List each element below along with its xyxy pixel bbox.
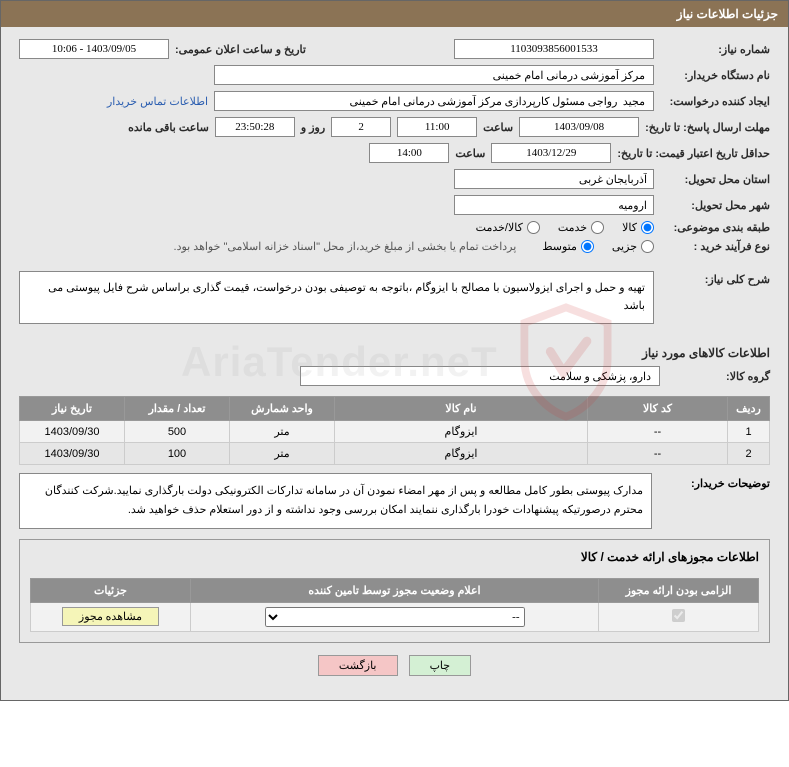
- buyer-org-label: نام دستگاه خریدار:: [660, 69, 770, 82]
- requester-input[interactable]: [214, 91, 654, 111]
- days-count-input[interactable]: [331, 117, 391, 137]
- validity-date-input[interactable]: [491, 143, 611, 163]
- province-label: استان محل تحویل:: [660, 173, 770, 186]
- col-unit: واحد شمارش: [230, 397, 335, 421]
- deadline-time-input[interactable]: [397, 117, 477, 137]
- need-info-section: شماره نیاز: تاریخ و ساعت اعلان عمومی: نا…: [19, 39, 770, 334]
- col-date: تاریخ نیاز: [20, 397, 125, 421]
- need-number-label: شماره نیاز:: [660, 43, 770, 56]
- countdown-input[interactable]: [215, 117, 295, 137]
- validity-time-input[interactable]: [369, 143, 449, 163]
- back-button[interactable]: بازگشت: [318, 655, 398, 676]
- finance-note: پرداخت تمام یا بخشی از مبلغ خرید،از محل …: [174, 240, 517, 253]
- radio-goods-input[interactable]: [641, 221, 654, 234]
- lic-col-details: جزئیات: [31, 578, 191, 602]
- city-label: شهر محل تحویل:: [660, 199, 770, 212]
- category-label: طبقه بندی موضوعی:: [660, 221, 770, 234]
- license-section: اطلاعات مجوزهای ارائه خدمت / کالا الزامی…: [19, 539, 770, 643]
- buyer-note-label: توضیحات خریدار:: [660, 473, 770, 490]
- main-container: جزئیات اطلاعات نیاز AriaTender.neT شماره…: [0, 0, 789, 701]
- table-cell: متر: [230, 421, 335, 443]
- table-cell: 1403/09/30: [20, 443, 125, 465]
- table-cell: ایزوگام: [335, 421, 588, 443]
- radio-small[interactable]: جزیی: [612, 240, 654, 253]
- action-bar: چاپ بازگشت: [19, 643, 770, 688]
- radio-both-input[interactable]: [527, 221, 540, 234]
- license-row: -- مشاهده مجوز: [31, 602, 759, 631]
- announce-label: تاریخ و ساعت اعلان عمومی:: [175, 43, 306, 56]
- status-select[interactable]: --: [265, 607, 525, 627]
- license-table: الزامی بودن ارائه مجوز اعلام وضعیت مجوز …: [30, 578, 759, 632]
- radio-medium[interactable]: متوسط: [542, 240, 594, 253]
- desc-label: شرح کلی نیاز:: [660, 267, 770, 286]
- deadline-date-input[interactable]: [519, 117, 639, 137]
- view-license-button[interactable]: مشاهده مجوز: [62, 607, 159, 626]
- print-button[interactable]: چاپ: [409, 655, 472, 676]
- days-text: روز و: [301, 121, 325, 134]
- province-input[interactable]: [454, 169, 654, 189]
- radio-medium-input[interactable]: [581, 240, 594, 253]
- page-title: جزئیات اطلاعات نیاز: [677, 7, 778, 21]
- buyer-note-text: مدارک پیوستی بطور کامل مطالعه و پس از مه…: [19, 473, 652, 528]
- announce-date-input[interactable]: [19, 39, 169, 59]
- license-section-title: اطلاعات مجوزهای ارائه خدمت / کالا: [30, 550, 759, 564]
- buyer-contact-link[interactable]: اطلاعات تماس خریدار: [107, 95, 208, 108]
- process-radio-group: جزیی متوسط: [542, 240, 654, 253]
- radio-service[interactable]: خدمت: [558, 221, 604, 234]
- table-cell: 100: [125, 443, 230, 465]
- goods-group-input[interactable]: [300, 366, 660, 386]
- requester-label: ایجاد کننده درخواست:: [660, 95, 770, 108]
- deadline-send-label: مهلت ارسال پاسخ: تا تاریخ:: [645, 121, 770, 134]
- table-cell: 2: [728, 443, 770, 465]
- remain-text: ساعت باقی مانده: [128, 121, 209, 134]
- col-qty: تعداد / مقدار: [125, 397, 230, 421]
- radio-both[interactable]: کالا/خدمت: [476, 221, 540, 234]
- goods-group-label: گروه کالا:: [660, 370, 770, 383]
- process-label: نوع فرآیند خرید :: [660, 240, 770, 253]
- table-row: 2--ایزوگاممتر1001403/09/30: [20, 443, 770, 465]
- radio-service-input[interactable]: [591, 221, 604, 234]
- goods-section-title: اطلاعات کالاهای مورد نیاز: [19, 346, 770, 360]
- need-number-input[interactable]: [454, 39, 654, 59]
- table-cell: 1: [728, 421, 770, 443]
- lic-col-status: اعلام وضعیت مجوز توسط تامین کننده: [191, 578, 599, 602]
- desc-text: تهیه و حمل و اجرای ایزولاسیون با مصالح ب…: [19, 271, 654, 324]
- time-label-1: ساعت: [483, 121, 513, 134]
- lic-col-mandatory: الزامی بودن ارائه مجوز: [599, 578, 759, 602]
- radio-goods[interactable]: کالا: [622, 221, 654, 234]
- table-row: 1--ایزوگاممتر5001403/09/30: [20, 421, 770, 443]
- radio-small-input[interactable]: [641, 240, 654, 253]
- table-cell: 1403/09/30: [20, 421, 125, 443]
- table-cell: --: [588, 421, 728, 443]
- page-header: جزئیات اطلاعات نیاز: [1, 1, 788, 27]
- col-name: نام کالا: [335, 397, 588, 421]
- goods-table: ردیف کد کالا نام کالا واحد شمارش تعداد /…: [19, 396, 770, 465]
- category-radio-group: کالا خدمت کالا/خدمت: [476, 221, 654, 234]
- time-label-2: ساعت: [455, 147, 485, 160]
- table-cell: ایزوگام: [335, 443, 588, 465]
- table-cell: متر: [230, 443, 335, 465]
- col-row: ردیف: [728, 397, 770, 421]
- buyer-org-input[interactable]: [214, 65, 654, 85]
- col-code: کد کالا: [588, 397, 728, 421]
- mandatory-checkbox: [672, 609, 685, 622]
- table-cell: --: [588, 443, 728, 465]
- validity-label: حداقل تاریخ اعتبار قیمت: تا تاریخ:: [617, 147, 770, 160]
- city-input[interactable]: [454, 195, 654, 215]
- page-body: AriaTender.neT شماره نیاز: تاریخ و ساعت …: [1, 27, 788, 700]
- table-cell: 500: [125, 421, 230, 443]
